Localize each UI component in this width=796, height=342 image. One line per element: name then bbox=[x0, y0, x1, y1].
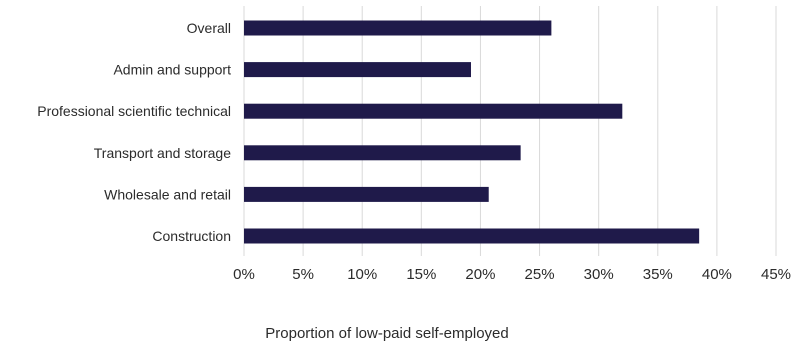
category-label: Transport and storage bbox=[94, 145, 231, 161]
x-tick-label: 25% bbox=[525, 266, 555, 283]
gridlines bbox=[243, 6, 777, 256]
x-tick-label: 40% bbox=[702, 266, 732, 283]
x-tick-label: 5% bbox=[292, 266, 314, 283]
x-tick-label: 20% bbox=[465, 266, 495, 283]
x-tick-label: 10% bbox=[347, 266, 377, 283]
x-tick-label: 30% bbox=[584, 266, 614, 283]
bar bbox=[244, 103, 623, 119]
category-labels: Overall Admin and support Professional sci… bbox=[37, 20, 231, 244]
category-label: Overall bbox=[187, 20, 231, 36]
category-label: Construction bbox=[152, 228, 231, 244]
x-tick-label: 45% bbox=[761, 266, 791, 283]
x-tick-label: 15% bbox=[406, 266, 436, 283]
x-tick-label: 0% bbox=[233, 266, 255, 283]
x-tick-label: 35% bbox=[643, 266, 673, 283]
bar bbox=[244, 145, 521, 161]
bar bbox=[244, 20, 552, 36]
bar bbox=[244, 228, 700, 244]
category-label: Professional scientific technical bbox=[37, 103, 231, 119]
bars bbox=[244, 20, 700, 244]
x-axis-title: Proportion of low-paid self-employed bbox=[265, 325, 508, 342]
category-label: Wholesale and retail bbox=[104, 186, 231, 202]
bar bbox=[244, 186, 489, 202]
x-tick-labels: 0% 5% 10% 15% 20% 25% 30% 35% 40% 45% bbox=[233, 266, 791, 283]
category-label: Admin and support bbox=[113, 62, 231, 78]
bar bbox=[244, 62, 471, 78]
